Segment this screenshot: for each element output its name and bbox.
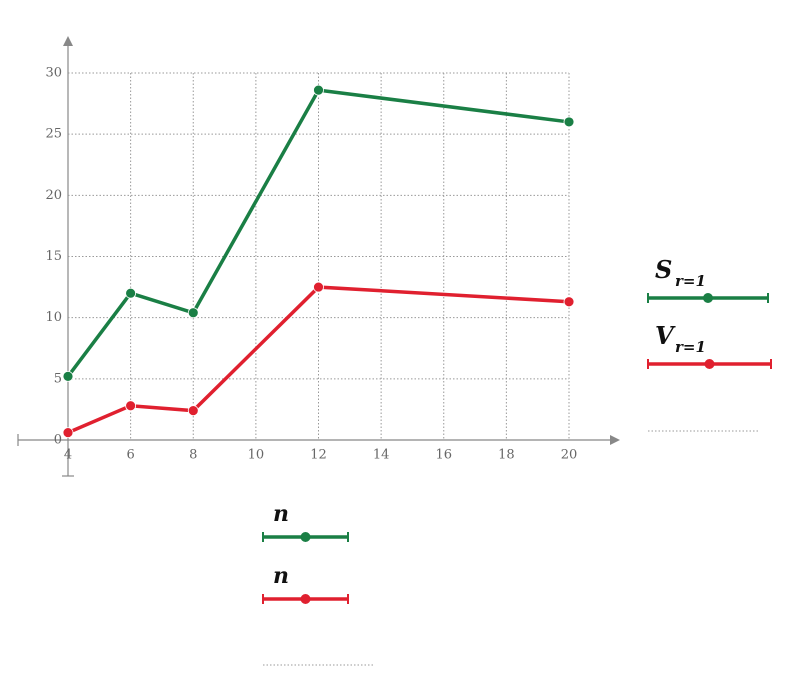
legend-dot — [704, 359, 715, 369]
x-tick-label: 14 — [373, 448, 390, 463]
legend-label: V — [655, 321, 676, 350]
x-tick-label: 4 — [64, 448, 72, 463]
x-tick-label: 16 — [435, 448, 452, 463]
y-tick-label: 15 — [45, 249, 62, 264]
point — [62, 370, 74, 382]
legend-dot — [300, 594, 311, 604]
y-tick-label: 5 — [54, 371, 62, 386]
y-tick-label: 0 — [54, 433, 62, 448]
legend-dot — [300, 532, 311, 542]
x-tick-label: 8 — [189, 448, 197, 463]
x-legend-label: n — [273, 563, 289, 589]
y-tick-label: 10 — [45, 310, 62, 325]
point — [125, 287, 137, 299]
x-tick-label: 12 — [310, 448, 327, 463]
x-tick-label: 6 — [126, 448, 134, 463]
x-arrow — [610, 435, 620, 445]
y-arrow — [63, 36, 73, 46]
point — [125, 400, 137, 412]
legend-subscript: r=1 — [675, 338, 706, 356]
legend-subscript: r=1 — [675, 272, 706, 290]
point — [62, 427, 74, 439]
point — [563, 296, 575, 308]
legend-label: S — [655, 255, 672, 284]
x-tick-label: 10 — [248, 448, 265, 463]
x-tick-label: 18 — [498, 448, 515, 463]
y-tick-label: 25 — [45, 127, 62, 142]
point — [187, 405, 199, 417]
y-tick-label: 20 — [45, 188, 62, 203]
point — [313, 281, 324, 293]
x-legend-label: n — [273, 501, 289, 527]
x-tick-label: 20 — [561, 448, 578, 463]
point — [563, 116, 575, 128]
legend-dot — [703, 293, 713, 303]
y-tick-label: 30 — [45, 66, 62, 81]
point — [313, 84, 324, 96]
point — [187, 307, 199, 319]
